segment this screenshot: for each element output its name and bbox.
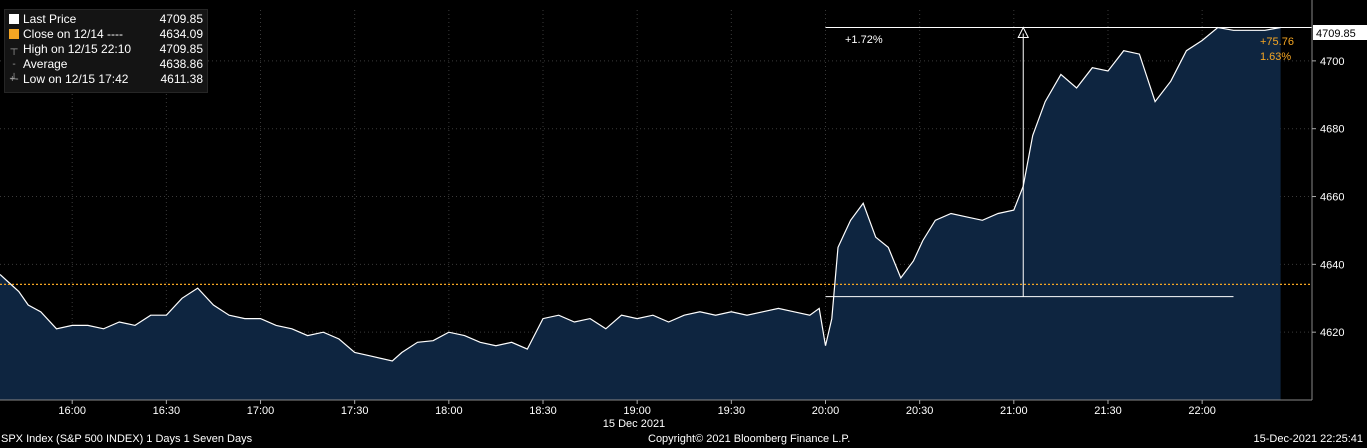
legend-item-high: ┬ High on 12/15 22:10 4709.85	[9, 42, 203, 57]
legend-label: Low on 12/15 17:42	[23, 72, 129, 86]
range-arrow-icon	[1017, 26, 1030, 38]
range-percent-label: +1.72%	[845, 34, 883, 46]
legend-value: 4611.38	[160, 72, 204, 86]
range-annotation	[825, 26, 1312, 298]
white-square-icon	[9, 14, 19, 24]
x-tick-label: 19:30	[718, 405, 746, 417]
change-percent-label: 1.63%	[1260, 51, 1291, 63]
y-tick-label: 4640	[1320, 259, 1344, 271]
y-axis: 4620 4640 4660 4680 4700	[1311, 0, 1344, 400]
x-tick-label: 17:30	[341, 405, 369, 417]
x-tick-label: 19:00	[623, 405, 651, 417]
orange-square-icon	[9, 29, 19, 39]
footer-timestamp: 15-Dec-2021 22:25:41	[1253, 433, 1363, 445]
footer-copyright: Copyright© 2021 Bloomberg Finance L.P.	[648, 433, 851, 445]
x-tick-label: 16:30	[153, 405, 181, 417]
average-marker-icon: -+-	[9, 59, 19, 85]
y-tick-label: 4680	[1320, 124, 1344, 136]
high-marker-icon: ┬	[10, 44, 18, 55]
x-tick-label: 20:30	[906, 405, 934, 417]
last-price-tag-label: 4709.85	[1316, 28, 1356, 40]
x-tick-label: 18:00	[435, 405, 463, 417]
legend-label: Average	[23, 57, 68, 71]
legend-item-last-price: Last Price 4709.85	[9, 12, 203, 27]
x-tick-label: 21:30	[1094, 405, 1122, 417]
legend-label: Close on 12/14 ----	[23, 27, 124, 41]
legend-value: 4709.85	[159, 42, 203, 56]
last-price-tag: 4709.85	[1313, 25, 1367, 40]
x-tick-label: 22:00	[1188, 405, 1216, 417]
legend-value: 4638.86	[159, 57, 203, 71]
y-tick-label: 4660	[1320, 192, 1344, 204]
legend-item-low: ┴ Low on 12/15 17:42 4611.38	[9, 72, 203, 87]
x-axis-label: 15 Dec 2021	[603, 418, 665, 430]
x-tick-label: 17:00	[247, 405, 275, 417]
legend-item-average: -+- Average 4638.86	[9, 57, 203, 85]
legend: Last Price 4709.85 Close on 12/14 ---- 4…	[4, 9, 208, 93]
legend-value: 4709.85	[159, 12, 203, 26]
price-area-fill	[0, 27, 1281, 400]
legend-item-close: Close on 12/14 ---- 4634.09	[9, 27, 203, 42]
x-tick-label: 16:00	[58, 405, 86, 417]
x-axis: 16:00 16:30 17:00 17:30 18:00 18:30 19:00 19:30…	[0, 399, 1312, 417]
x-tick-label: 20:00	[812, 405, 840, 417]
price-line	[0, 26, 1281, 362]
y-tick-label: 4700	[1320, 56, 1344, 68]
low-marker-icon: ┴	[10, 74, 18, 85]
footer-security-description: SPX Index (S&P 500 INDEX) 1 Days 1 Seven…	[1, 433, 253, 445]
change-points-label: +75.76	[1260, 36, 1294, 48]
x-tick-label: 21:00	[1000, 405, 1028, 417]
x-tick-label: 18:30	[529, 405, 557, 417]
legend-label: Last Price	[23, 12, 77, 26]
y-tick-label: 4620	[1320, 327, 1344, 339]
legend-value: 4634.09	[159, 27, 203, 41]
legend-label: High on 12/15 22:10	[23, 42, 132, 56]
